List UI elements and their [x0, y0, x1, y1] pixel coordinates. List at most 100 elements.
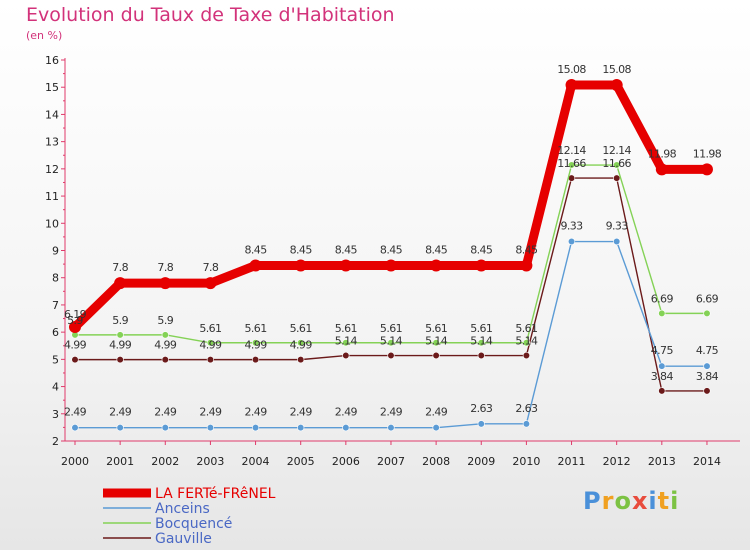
y-tick-label: 15 [45, 81, 59, 94]
data-point [159, 277, 172, 290]
data-point [613, 174, 621, 182]
data-point [114, 277, 127, 290]
data-point [342, 339, 350, 347]
logo-letter: t [657, 487, 671, 515]
y-tick-label: 6 [52, 326, 59, 339]
data-point [522, 351, 531, 360]
data-point [384, 259, 397, 272]
legend-label: Gauville [155, 531, 212, 547]
data-label: 5.14 [380, 335, 403, 348]
x-tick-label: 2005 [287, 455, 315, 468]
x-tick-label: 2009 [467, 455, 495, 468]
data-label: 4.75 [651, 344, 674, 357]
data-label: 8.45 [290, 243, 313, 256]
data-label: 2.49 [425, 406, 448, 419]
data-label: 8.45 [425, 243, 448, 256]
data-label: 5.61 [199, 322, 221, 335]
data-label: 11.98 [693, 147, 722, 160]
data-label: 4.99 [290, 339, 313, 352]
data-label: 4.99 [245, 339, 268, 352]
data-label: 5.9 [112, 314, 128, 327]
data-point [658, 362, 666, 370]
data-point [475, 259, 488, 272]
data-point [387, 339, 395, 347]
data-label: 5.61 [515, 322, 537, 335]
data-label: 2.49 [109, 406, 132, 419]
data-label: 4.75 [696, 344, 719, 357]
logo-letter: o [614, 487, 632, 515]
data-point [522, 339, 531, 347]
data-label: 5.61 [335, 322, 357, 335]
data-label: 9.33 [606, 220, 629, 233]
data-label: 9.33 [560, 220, 583, 233]
data-label: 4.99 [64, 339, 87, 352]
data-point [477, 420, 485, 428]
data-label: 2.49 [290, 406, 313, 419]
legend-label: Anceins [155, 501, 210, 517]
legend-label: Bocquencé [155, 516, 232, 532]
logo-letter: i [670, 487, 680, 515]
data-point [655, 163, 668, 176]
data-label: 4.99 [199, 339, 222, 352]
data-label: 8.45 [470, 243, 493, 256]
data-point [297, 356, 305, 364]
data-point [161, 424, 169, 432]
data-label: 2.49 [245, 406, 268, 419]
data-label: 7.8 [203, 261, 219, 274]
data-label: 5.9 [67, 314, 83, 327]
series-main [69, 79, 713, 333]
data-label: 3.84 [651, 370, 674, 383]
data-label: 4.99 [154, 339, 177, 352]
series-line-1 [71, 237, 711, 432]
data-point [432, 424, 440, 432]
y-tick-label: 11 [45, 190, 59, 203]
data-point [161, 356, 169, 364]
data-point [69, 320, 81, 333]
data-point [297, 339, 305, 347]
series-line [70, 80, 712, 332]
data-label: 4.99 [109, 339, 132, 352]
data-label: 15.08 [557, 63, 586, 76]
data-label: 5.14 [335, 335, 358, 348]
data-point [116, 424, 124, 432]
legend-label: LA FERTé-FRêNEL [155, 486, 276, 502]
proxiti-logo: Proxiti [583, 487, 679, 515]
data-label: 3.84 [696, 370, 719, 383]
data-label: 7.8 [157, 261, 173, 274]
data-point [432, 351, 440, 360]
x-tick-label: 2003 [196, 455, 224, 468]
y-tick-label: 7 [52, 299, 59, 312]
data-label: 2.49 [154, 406, 177, 419]
data-labels-3: 4.99 4.99 4.99 4.99 4.99 4.99 5.14 5.14 5.14 5.14… [64, 157, 719, 383]
data-point [703, 362, 711, 370]
y-tick-label: 10 [45, 217, 59, 230]
y-tick-label: 3 [52, 408, 59, 421]
data-point [161, 331, 169, 339]
chart-title: Evolution du Taux de Taxe d'Habitation [26, 4, 395, 26]
data-label: 2.63 [515, 402, 538, 415]
data-label: 11.66 [557, 157, 586, 170]
y-tick-label: 8 [52, 272, 59, 285]
data-point [342, 351, 350, 360]
data-label: 5.14 [425, 335, 448, 348]
data-point [251, 424, 260, 432]
data-point [567, 161, 576, 169]
x-tick-label: 2010 [512, 455, 540, 468]
data-point [294, 259, 307, 272]
logo-letter: r [601, 487, 615, 515]
data-point [430, 259, 443, 272]
data-label: 12.14 [557, 144, 586, 157]
chart-unit-label: (en %) [26, 29, 63, 42]
y-tick-label: 12 [45, 163, 59, 176]
y-tick-label: 13 [45, 136, 59, 149]
data-point [71, 424, 79, 432]
data-point [71, 356, 79, 364]
x-tick-label: 2007 [377, 455, 405, 468]
logo-letter: i [648, 487, 658, 515]
y-tick-label: 2 [52, 435, 59, 448]
data-label: 8.45 [245, 243, 268, 256]
data-labels-2: 5.9 5.9 5.9 5.61 5.61 5.61 5.61 5.61 5.61 5.61 5.6… [67, 144, 719, 335]
data-label: 5.9 [157, 314, 173, 327]
